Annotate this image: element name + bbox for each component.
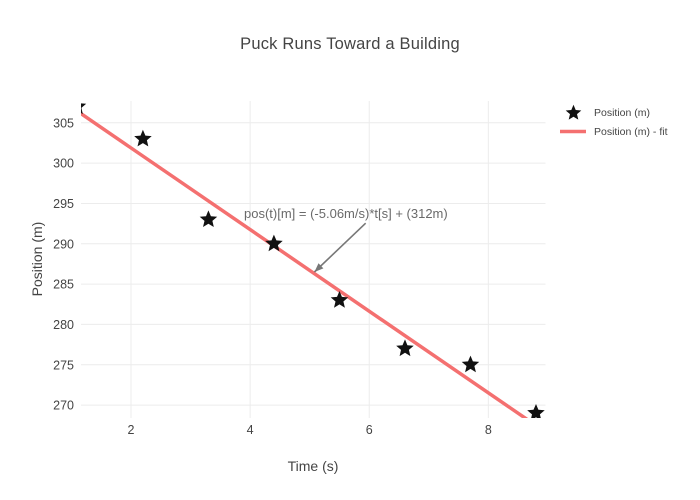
fit-equation-annotation: pos(t)[m] = (-5.06m/s)*t[s] + (312m) [244, 206, 448, 221]
y-tick-label: 275 [53, 358, 74, 372]
x-tick-label: 8 [485, 423, 492, 437]
legend-label-fit: Position (m) - fit [594, 125, 668, 138]
star-marker-icon [565, 104, 582, 120]
data-point-star[interactable] [134, 129, 152, 147]
y-tick-label: 270 [53, 399, 74, 413]
fit-line [81, 111, 529, 418]
legend-item-position[interactable]: Position (m) [556, 103, 668, 122]
data-point-star[interactable] [265, 234, 283, 252]
data-point-star[interactable] [461, 355, 480, 373]
x-axis-title: Time (s) [287, 458, 339, 474]
legend-label-position: Position (m) [594, 106, 651, 119]
y-tick-label: 300 [53, 157, 74, 171]
data-point-star[interactable] [199, 210, 218, 227]
x-tick-label: 2 [128, 423, 135, 437]
chart-title: Puck Runs Toward a Building [240, 35, 460, 53]
data-point-star[interactable] [527, 404, 545, 421]
y-tick-label: 295 [53, 197, 74, 211]
scatter-points [69, 97, 545, 421]
legend-item-fit[interactable]: Position (m) - fit [556, 122, 668, 141]
y-tick-label: 305 [53, 116, 74, 130]
y-tick-label: 290 [53, 237, 74, 251]
annotation-arrow [313, 222, 367, 273]
data-point-star[interactable] [396, 339, 414, 357]
data-point-star[interactable] [330, 291, 349, 308]
x-tick-label: 6 [366, 423, 373, 437]
y-axis-title: Position (m) [29, 221, 45, 297]
annotation-arrowhead [314, 263, 324, 272]
fit-line-icon [560, 129, 586, 134]
x-tick-label: 4 [247, 423, 254, 437]
y-tick-label: 280 [53, 318, 74, 332]
plot-area[interactable] [81, 101, 546, 418]
legend: Position (m) Position (m) - fit [556, 103, 668, 141]
data-point-star[interactable] [69, 97, 87, 115]
y-tick-label: 285 [53, 278, 74, 292]
